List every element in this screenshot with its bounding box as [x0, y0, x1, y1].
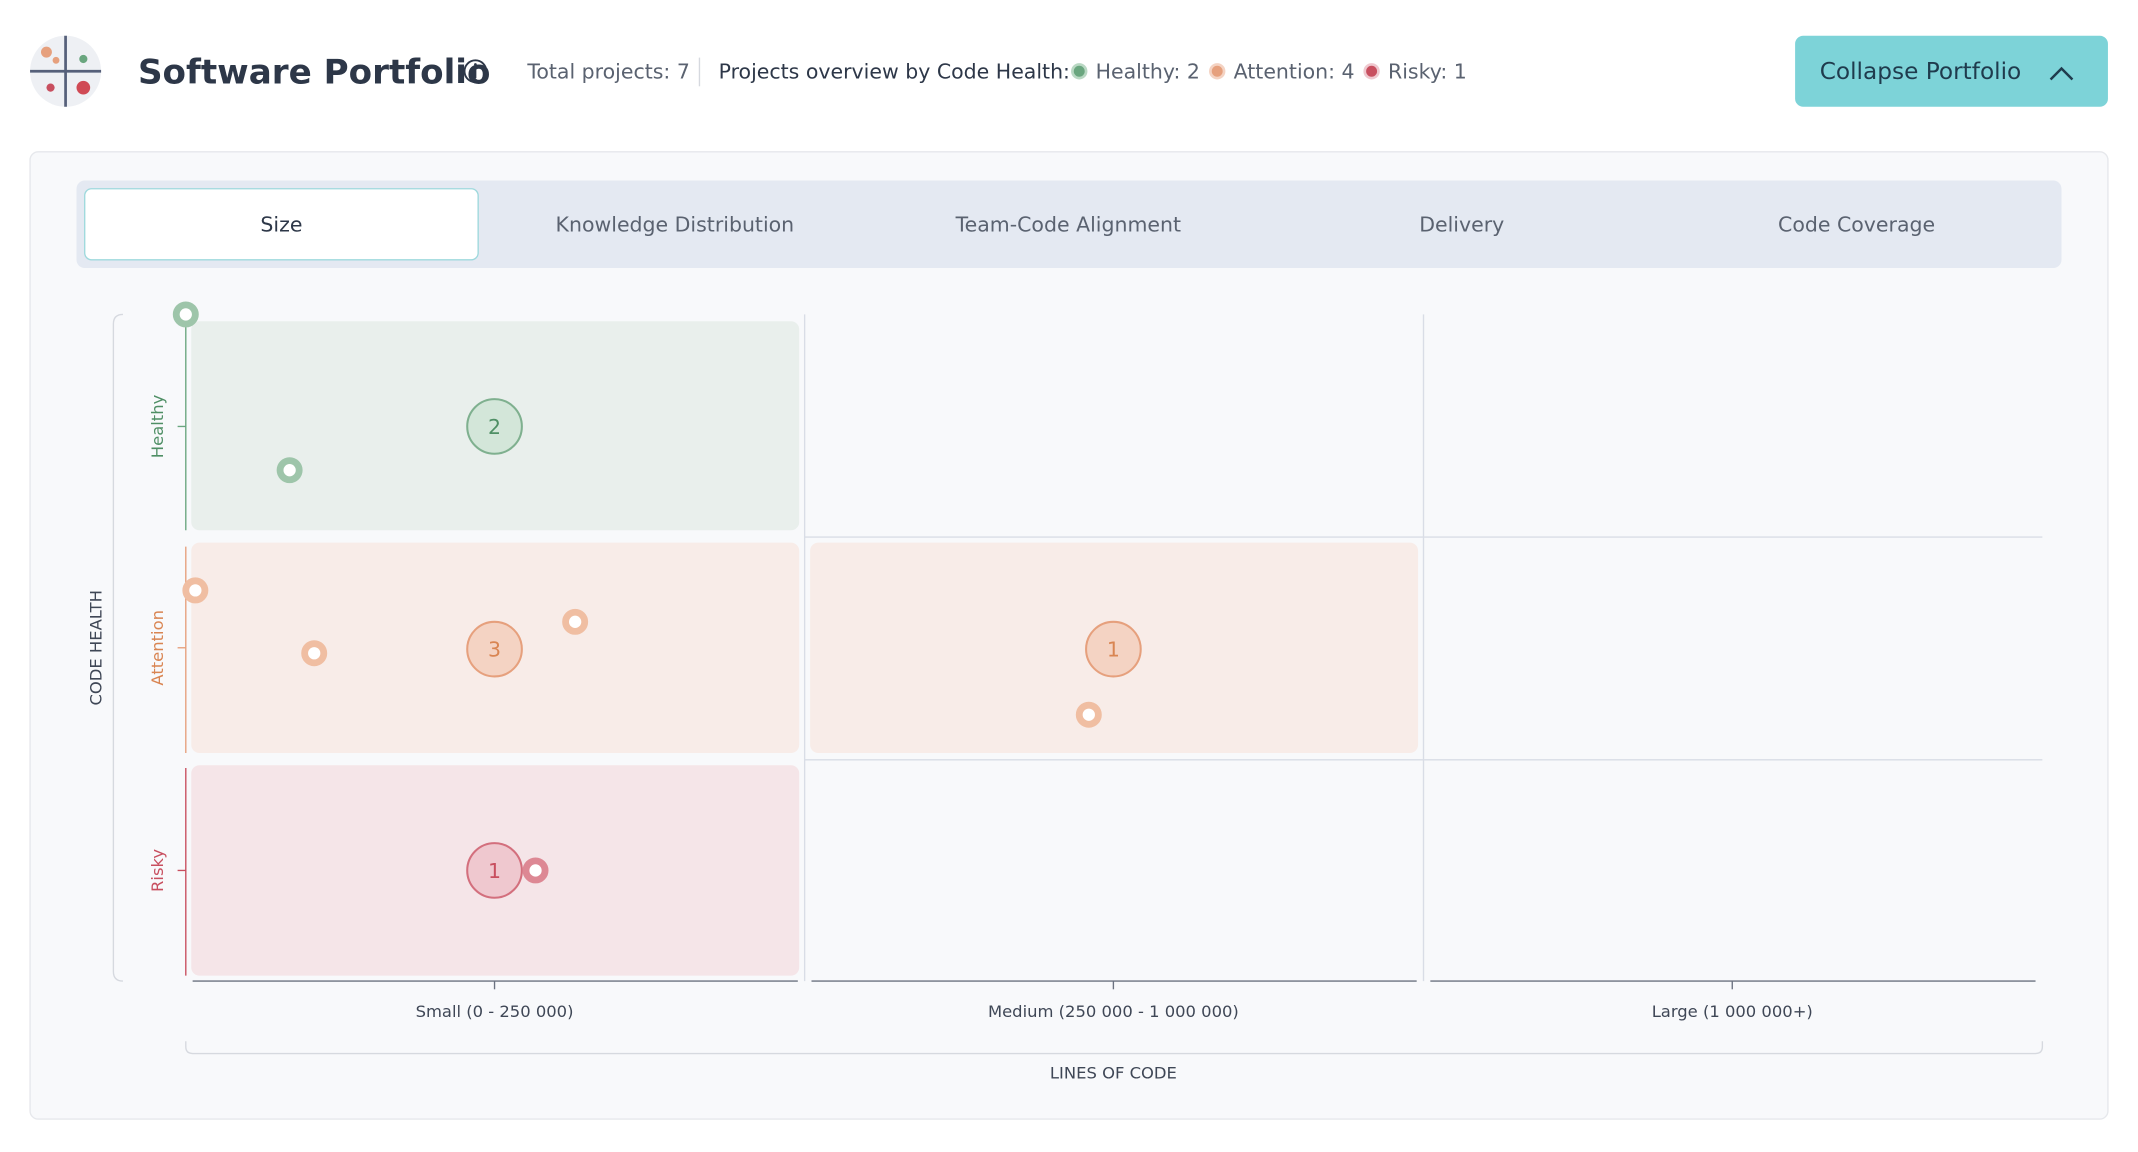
tab[interactable]: Size [260, 213, 302, 237]
button-label[interactable]: Collapse Portfolio [1820, 58, 2022, 85]
total-projects: Total projects: 7 [526, 60, 690, 84]
info-icon[interactable] [463, 59, 488, 84]
tab[interactable]: Team-Code Alignment [955, 213, 1181, 237]
tab-bar [76, 180, 2062, 268]
count-bubble[interactable] [466, 620, 523, 678]
column-label: Medium (250 000 - 1 000 000) [988, 1002, 1239, 1021]
tab[interactable]: Delivery [1419, 213, 1504, 237]
logo [30, 35, 102, 107]
y-axis-title: CODE HEALTH [86, 590, 105, 706]
row-label: Attention [148, 610, 167, 686]
overview-label: Projects overview by Code Health: [719, 60, 1070, 84]
count-bubble[interactable] [466, 398, 523, 455]
row-label: Risky [148, 849, 167, 892]
row-label: Healthy [148, 394, 167, 458]
column-label: Small (0 - 250 000) [416, 1002, 574, 1021]
count-label: 1 [1107, 638, 1120, 662]
selected-tab[interactable] [84, 188, 479, 261]
legend-label: Healthy: 2 [1096, 60, 1200, 84]
tab[interactable]: Knowledge Distribution [556, 213, 795, 237]
grid [803, 314, 2043, 982]
count-bubble[interactable] [466, 842, 523, 899]
collapse-button[interactable]: Collapse Portfolio [1795, 35, 2108, 107]
count-label: 1 [488, 859, 501, 883]
count-label: 3 [488, 638, 501, 662]
page-title: Software Portfolio [138, 52, 490, 92]
tab[interactable]: Code Coverage [1778, 213, 1935, 237]
x-axis-title: LINES OF CODE [1050, 1064, 1177, 1083]
legend-attention: Attention: 4 [1209, 60, 1355, 84]
legend-label: Attention: 4 [1234, 60, 1355, 84]
x-bracket [185, 1041, 2044, 1055]
count-bubble[interactable] [1085, 620, 1142, 678]
legend-healthy: Healthy: 2 [1071, 60, 1200, 84]
count-label: 2 [488, 415, 501, 439]
project-dots [172, 301, 1102, 884]
y-bracket [112, 313, 123, 982]
legend-label: Risky: 1 [1388, 60, 1467, 84]
column-label: Large (1 000 000+) [1652, 1002, 1813, 1021]
legend-risky: Risky: 1 [1363, 60, 1467, 84]
